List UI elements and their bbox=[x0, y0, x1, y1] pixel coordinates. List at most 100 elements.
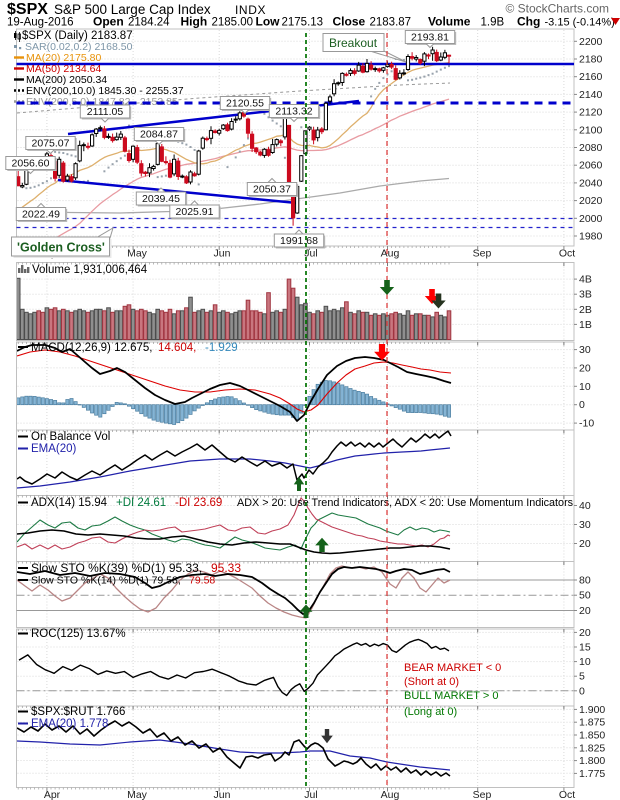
svg-text:Slow STO %K(14) %D(1) 79.58,: Slow STO %K(14) %D(1) 79.58, bbox=[31, 575, 181, 587]
svg-text:© StockCharts.com: © StockCharts.com bbox=[505, 2, 609, 16]
svg-text:3B: 3B bbox=[579, 289, 592, 301]
svg-text:80: 80 bbox=[579, 575, 591, 587]
svg-text:40: 40 bbox=[579, 500, 591, 512]
svg-text:EMA(20) 1.778: EMA(20) 1.778 bbox=[31, 718, 108, 730]
svg-text:2060: 2060 bbox=[579, 160, 603, 172]
svg-text:Volume: Volume bbox=[428, 15, 471, 29]
svg-text:-10: -10 bbox=[579, 418, 594, 430]
svg-text:High: High bbox=[181, 15, 208, 29]
svg-text:MACD(12,26,9) 12.675,: MACD(12,26,9) 12.675, bbox=[31, 342, 152, 354]
svg-text:10: 10 bbox=[579, 656, 591, 668]
svg-text:5: 5 bbox=[579, 671, 585, 683]
svg-text:2111.05: 2111.05 bbox=[87, 106, 124, 118]
svg-text:2200: 2200 bbox=[579, 36, 603, 48]
svg-text:30: 30 bbox=[579, 519, 591, 531]
svg-text:2120: 2120 bbox=[579, 107, 603, 119]
svg-text:MA(200) 2050.34: MA(200) 2050.34 bbox=[26, 74, 107, 86]
svg-text:Low: Low bbox=[256, 15, 281, 29]
svg-text:50: 50 bbox=[579, 590, 591, 602]
svg-text:ENV(200,10.0) 1845.30 - 2255.3: ENV(200,10.0) 1845.30 - 2255.37 bbox=[26, 85, 184, 97]
svg-text:1.9B: 1.9B bbox=[481, 17, 505, 29]
svg-text:Jun: Jun bbox=[214, 248, 231, 260]
svg-text:ADX > 20: Use Trend Indicators: ADX > 20: Use Trend Indicators, ADX < 20… bbox=[237, 497, 574, 509]
svg-text:1.825: 1.825 bbox=[579, 742, 605, 754]
svg-text:2193.81: 2193.81 bbox=[411, 32, 449, 44]
svg-text:Oct: Oct bbox=[559, 789, 575, 800]
svg-text:4B: 4B bbox=[579, 274, 592, 286]
svg-text:95.33: 95.33 bbox=[211, 561, 241, 575]
svg-text:$SPX: $SPX bbox=[7, 1, 48, 18]
svg-text:2180: 2180 bbox=[579, 54, 603, 66]
svg-text:Jul: Jul bbox=[304, 248, 317, 260]
svg-text:2050.37: 2050.37 bbox=[253, 184, 291, 196]
svg-text:2184.24: 2184.24 bbox=[128, 17, 170, 29]
svg-text:1.850: 1.850 bbox=[579, 730, 605, 742]
svg-text:$SPX:$RUT 1.766: $SPX:$RUT 1.766 bbox=[31, 706, 125, 718]
svg-text:-3.15 (-0.14%): -3.15 (-0.14%) bbox=[545, 17, 615, 29]
svg-text:May: May bbox=[127, 248, 148, 260]
svg-text:Volume 1,931,006,464: Volume 1,931,006,464 bbox=[32, 264, 148, 276]
svg-text:Breakout: Breakout bbox=[329, 36, 378, 50]
svg-text:2B: 2B bbox=[579, 304, 592, 316]
svg-text:ADX(14) 15.94: ADX(14) 15.94 bbox=[31, 497, 108, 509]
svg-text:19-Aug-2016: 19-Aug-2016 bbox=[7, 17, 74, 29]
svg-text:Oct: Oct bbox=[559, 248, 575, 260]
svg-text:BULL MARKET > 0: BULL MARKET > 0 bbox=[404, 690, 498, 702]
svg-text:15: 15 bbox=[579, 642, 591, 654]
svg-text:2025.91: 2025.91 bbox=[176, 206, 214, 218]
svg-text:Apr: Apr bbox=[44, 789, 61, 800]
svg-text:2075.07: 2075.07 bbox=[32, 138, 70, 150]
svg-text:Aug: Aug bbox=[381, 789, 400, 800]
svg-text:Close: Close bbox=[333, 15, 366, 29]
svg-text:20: 20 bbox=[579, 538, 591, 550]
svg-text:Jun: Jun bbox=[214, 789, 231, 800]
svg-text:1991.68: 1991.68 bbox=[280, 235, 318, 247]
svg-text:Jul: Jul bbox=[304, 789, 317, 800]
svg-text:0: 0 bbox=[579, 685, 585, 697]
svg-text:$SPX (Daily) 2183.87: $SPX (Daily) 2183.87 bbox=[22, 30, 133, 42]
svg-text:MA(50) 2134.64: MA(50) 2134.64 bbox=[26, 63, 101, 75]
svg-text:Slow STO %K(39) %D(1) 95.33,: Slow STO %K(39) %D(1) 95.33, bbox=[31, 561, 202, 575]
svg-text:SAR(0.02,0.2) 2168.50: SAR(0.02,0.2) 2168.50 bbox=[25, 41, 133, 53]
svg-text:Chg: Chg bbox=[517, 15, 540, 29]
svg-text:20: 20 bbox=[579, 605, 591, 617]
svg-text:2040: 2040 bbox=[579, 177, 603, 189]
svg-text:2020: 2020 bbox=[579, 195, 603, 207]
svg-text:2120.55: 2120.55 bbox=[226, 98, 264, 110]
svg-text:Open: Open bbox=[93, 15, 124, 29]
svg-text:ROC(125) 13.67%: ROC(125) 13.67% bbox=[31, 628, 126, 640]
svg-text:1B: 1B bbox=[579, 319, 592, 331]
svg-text:0: 0 bbox=[579, 399, 585, 411]
svg-text:2175.13: 2175.13 bbox=[282, 17, 324, 29]
svg-text:1.875: 1.875 bbox=[579, 717, 605, 729]
svg-text:1.800: 1.800 bbox=[579, 755, 605, 767]
svg-text:1.775: 1.775 bbox=[579, 768, 605, 780]
svg-text:2056.60: 2056.60 bbox=[12, 158, 50, 170]
svg-text:INDX: INDX bbox=[235, 3, 266, 17]
svg-text:2183.87: 2183.87 bbox=[370, 17, 412, 29]
svg-text:(Long at 0): (Long at 0) bbox=[404, 706, 457, 718]
svg-text:1.900: 1.900 bbox=[579, 704, 605, 716]
svg-text:EMA(20): EMA(20) bbox=[31, 443, 77, 455]
svg-text:20: 20 bbox=[579, 362, 591, 374]
svg-text:2160: 2160 bbox=[579, 71, 603, 83]
svg-text:'Golden Cross': 'Golden Cross' bbox=[17, 241, 105, 255]
svg-text:79.58: 79.58 bbox=[189, 575, 215, 587]
svg-text:(Short at 0): (Short at 0) bbox=[404, 676, 459, 688]
svg-text:20: 20 bbox=[579, 627, 591, 639]
svg-text:Sep: Sep bbox=[473, 789, 492, 800]
svg-text:2113.32: 2113.32 bbox=[275, 106, 312, 118]
svg-text:1980: 1980 bbox=[579, 231, 603, 243]
svg-text:2039.45: 2039.45 bbox=[142, 193, 180, 205]
svg-text:May: May bbox=[127, 789, 148, 800]
svg-text:+DI 24.61: +DI 24.61 bbox=[116, 497, 166, 509]
svg-text:On Balance Vol: On Balance Vol bbox=[31, 431, 110, 443]
svg-text:2084.87: 2084.87 bbox=[140, 129, 178, 141]
svg-text:10: 10 bbox=[579, 381, 591, 393]
svg-text:Sep: Sep bbox=[473, 248, 492, 260]
svg-text:2000: 2000 bbox=[579, 213, 603, 225]
svg-text:2080: 2080 bbox=[579, 142, 603, 154]
svg-text:2100: 2100 bbox=[579, 124, 603, 136]
svg-text:MA(20) 2175.80: MA(20) 2175.80 bbox=[26, 52, 101, 64]
svg-text:30: 30 bbox=[579, 344, 591, 356]
